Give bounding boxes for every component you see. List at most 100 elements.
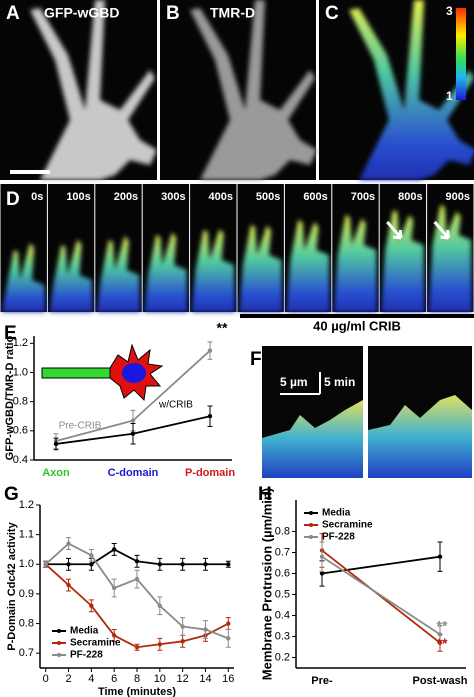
- marker: [180, 639, 185, 644]
- marker: [111, 633, 117, 638]
- treatment-label: 40 µg/ml CRIB: [313, 318, 401, 333]
- x-tick-label: 4: [88, 673, 94, 685]
- cell: [239, 225, 283, 312]
- cell: [333, 215, 378, 312]
- colorbar-label: 1: [446, 89, 453, 103]
- marker: [226, 621, 231, 626]
- colorbar-label: 3: [446, 4, 453, 18]
- x-tick-label: 0: [43, 673, 49, 685]
- legend-label: Media: [70, 626, 99, 637]
- marker: [134, 559, 140, 564]
- y-axis-label: GFP-wGBD/TMR-D ratio: [4, 335, 16, 460]
- legend-label: PF-228: [322, 532, 355, 543]
- y-tick-label: 0.6: [13, 425, 28, 437]
- series-label: w/CRIB: [158, 400, 193, 411]
- panel-letter: F: [250, 349, 262, 370]
- x-tick-label: 8: [134, 673, 140, 685]
- y-tick-label: 0.2: [275, 651, 290, 663]
- y-tick-label: 0.7: [275, 546, 290, 558]
- time-label: 0s: [31, 191, 43, 203]
- kymograph-signal: [262, 400, 363, 478]
- time-label: 900s: [446, 191, 470, 203]
- y-axis-label: Membrane Protrusion (µm/min): [259, 488, 274, 680]
- legend-marker: [309, 535, 313, 539]
- time-label: 400s: [209, 191, 233, 203]
- marker: [89, 553, 94, 558]
- y-tick-label: 0.4: [275, 609, 290, 621]
- y-tick-label: 0.5: [275, 588, 290, 600]
- panel-letter: H: [258, 484, 272, 505]
- annotation: **: [437, 618, 448, 634]
- treatment-bar: [240, 314, 474, 318]
- x-tick-label: 10: [154, 673, 166, 685]
- time-label: 700s: [351, 191, 375, 203]
- x-tick-label: 12: [177, 673, 189, 685]
- image-label: GFP-wGBD: [44, 5, 119, 21]
- marker: [130, 431, 136, 436]
- marker: [66, 541, 71, 546]
- legend-label: PF-228: [70, 650, 103, 661]
- legend-marker: [57, 653, 61, 657]
- time-label: 100s: [66, 191, 90, 203]
- marker: [157, 642, 163, 647]
- series-label: Pre-CRIB: [59, 421, 102, 432]
- marker: [66, 562, 71, 567]
- y-tick-label: 1.2: [13, 337, 28, 349]
- marker: [157, 562, 163, 567]
- x-tick-label: 16: [222, 673, 234, 685]
- panel-letter: E: [4, 323, 17, 344]
- x-tick-label: Pre-: [311, 675, 333, 687]
- cell: [144, 232, 188, 312]
- cell: [49, 239, 93, 312]
- panel-letter: A: [6, 3, 20, 24]
- marker: [226, 636, 231, 641]
- marker: [134, 576, 140, 582]
- marker: [207, 414, 213, 419]
- legend-marker: [309, 511, 313, 515]
- cell: [191, 229, 235, 312]
- y-tick-label: 0.7: [19, 647, 34, 659]
- y-tick-label: 0.4: [13, 454, 28, 466]
- y-tick-label: 0.8: [13, 396, 28, 408]
- marker: [180, 562, 185, 567]
- x-tick-label: P-domain: [185, 467, 235, 479]
- cell: [96, 236, 141, 312]
- y-tick-label: 1.1: [19, 529, 34, 541]
- colorbar: [456, 8, 466, 100]
- legend-label: Secramine: [70, 638, 121, 649]
- time-label: 200s: [114, 191, 138, 203]
- x-tick-label: Axon: [42, 467, 70, 479]
- x-tick-label: 14: [199, 673, 211, 685]
- marker: [226, 562, 231, 567]
- cell: [428, 205, 472, 312]
- marker: [111, 585, 117, 591]
- cell: [2, 243, 46, 312]
- marker: [53, 441, 59, 447]
- legend-label: Media: [322, 508, 351, 519]
- y-tick-label: 0.6: [275, 567, 290, 579]
- y-tick-label: 0.9: [19, 588, 34, 600]
- x-tick-label: Post-wash: [412, 675, 467, 687]
- time-label: 800s: [398, 191, 422, 203]
- marker: [66, 582, 71, 588]
- x-tick-label: 2: [65, 673, 71, 685]
- cell: [381, 210, 425, 312]
- panel-letter: C: [325, 3, 339, 24]
- marker: [89, 562, 94, 567]
- cell: [286, 220, 330, 312]
- y-tick-label: 0.8: [275, 525, 290, 537]
- x-axis-label: Time (minutes): [98, 686, 176, 697]
- legend-label: Secramine: [322, 520, 373, 531]
- image-label: TMR-D: [210, 5, 255, 21]
- annotation: **: [437, 635, 448, 651]
- y-tick-label: 1.0: [13, 366, 28, 378]
- marker: [207, 348, 213, 353]
- marker: [203, 562, 208, 567]
- marker: [437, 554, 443, 559]
- time-label: 500s: [256, 191, 280, 203]
- panel-letter: B: [166, 3, 180, 24]
- marker: [180, 624, 185, 629]
- y-tick-label: 1.0: [19, 558, 34, 570]
- arrow: [386, 221, 403, 240]
